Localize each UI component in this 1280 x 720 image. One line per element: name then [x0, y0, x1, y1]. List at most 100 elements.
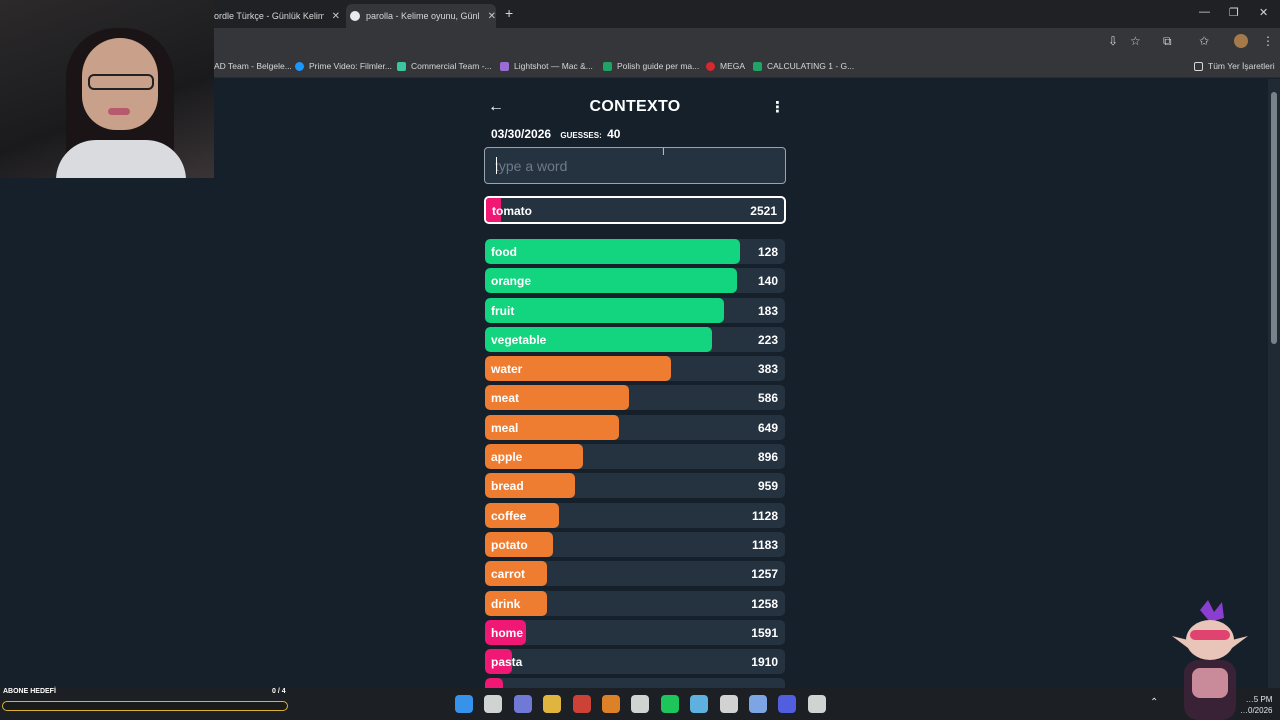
- spotify-icon[interactable]: [660, 695, 679, 713]
- guess-row: coffee 1128: [485, 502, 785, 528]
- minimize-button[interactable]: —: [1199, 6, 1210, 18]
- guess-word: water: [491, 362, 523, 377]
- tab-title: parolla - Kelime oyunu, Günlük: [366, 11, 480, 21]
- bookmark-item[interactable]: Prime Video: Filmler...: [295, 61, 392, 71]
- guess-row: apple 896: [485, 444, 785, 470]
- streamer-shirt: [56, 140, 186, 178]
- sub-goal-count: 0 / 4: [272, 688, 286, 695]
- guess-row: potato 1183: [485, 531, 785, 557]
- guess-word: fruit: [491, 303, 515, 318]
- chrome-menu-icon[interactable]: ⋮: [1262, 34, 1274, 48]
- sheets-icon: [603, 61, 612, 71]
- guess-bar-fill: [485, 561, 547, 587]
- steam-icon[interactable]: [690, 695, 709, 713]
- tab-close-icon[interactable]: ✕: [487, 10, 496, 22]
- guess-bar-fill: [485, 473, 575, 499]
- guess-bar-fill: [485, 297, 724, 323]
- guess-bar-fill: [485, 444, 583, 470]
- guess-row: water 383: [485, 356, 785, 382]
- guess-bar-fill: [485, 356, 671, 382]
- word-input[interactable]: [484, 147, 786, 184]
- tab-close-icon[interactable]: ✕: [331, 10, 340, 22]
- bookmark-item[interactable]: AD Team - Belgele...: [214, 61, 292, 71]
- guess-rank: 1910: [751, 655, 778, 670]
- prime-video-icon: [295, 61, 304, 71]
- browser-tab-wordle[interactable]: ordle Türkçe - Günlük Kelime ✕: [214, 4, 340, 28]
- bookmark-label: Lightshot — Mac &...: [514, 61, 593, 71]
- guess-rank: 1258: [751, 596, 778, 611]
- guess-word: drink: [491, 596, 521, 611]
- guess-row: bread 959: [485, 473, 785, 499]
- game-date: 03/30/2026: [491, 127, 552, 141]
- bookmark-label: Commercial Team -...: [411, 61, 492, 71]
- all-bookmarks-folder[interactable]: Tüm Yer İşaretleri: [1194, 61, 1275, 71]
- maximize-button[interactable]: ❐: [1229, 7, 1239, 19]
- terminal-icon[interactable]: [631, 695, 650, 713]
- vtuber-mascot-sticker: [1172, 600, 1248, 720]
- streamer-lips: [108, 108, 130, 115]
- network-app-icon[interactable]: [749, 695, 767, 713]
- guess-row: meat 586: [485, 385, 785, 411]
- chrome-icon[interactable]: [572, 695, 591, 713]
- file-explorer-icon[interactable]: [543, 695, 562, 713]
- guess-rank: 183: [757, 303, 778, 318]
- guess-rank: 896: [757, 450, 778, 465]
- commercial-team-icon: [397, 61, 406, 71]
- guess-word: apple: [491, 450, 523, 465]
- new-tab-button[interactable]: +: [505, 5, 514, 21]
- guess-rank: 586: [757, 391, 778, 406]
- recording-app-icon[interactable]: [807, 695, 826, 713]
- folder-icon: [1194, 61, 1203, 71]
- guess-bar-fill: [485, 326, 712, 352]
- search-icon[interactable]: [484, 695, 503, 713]
- windows-start-icon[interactable]: [455, 695, 473, 713]
- guess-bar-fill: [485, 385, 629, 411]
- extensions-icon[interactable]: ⧉: [1163, 34, 1172, 48]
- taskbar-clock[interactable]: …5 PM …0/2026: [1240, 694, 1272, 716]
- epic-games-icon[interactable]: [719, 695, 738, 713]
- reading-list-icon[interactable]: ✩: [1199, 34, 1210, 48]
- last-guess-row: tomato 2521: [484, 196, 786, 224]
- guess-rank: 223: [757, 332, 778, 347]
- bookmark-item[interactable]: Polish guide per ma...: [603, 61, 699, 71]
- bookmark-item[interactable]: MEGA: [706, 61, 745, 71]
- guess-word: home: [491, 625, 524, 640]
- guess-rank: 1128: [751, 508, 778, 523]
- teams-icon[interactable]: [513, 695, 532, 713]
- mascot-visor: [1190, 630, 1230, 640]
- last-guess-bar-fill: [486, 198, 501, 222]
- options-menu-icon[interactable]: ⋮: [770, 99, 785, 116]
- browser-tab-parolla[interactable]: parolla - Kelime oyunu, Günlük ✕: [346, 4, 496, 28]
- guess-word: pasta: [491, 655, 523, 670]
- guess-bar-fill: [485, 619, 526, 645]
- discord-icon[interactable]: [778, 695, 797, 713]
- game-info: 03/30/2026 GUESSES: 40: [491, 127, 620, 141]
- guess-bar-fill: [485, 590, 547, 616]
- guess-rank: 1183: [751, 537, 778, 552]
- bookmark-item[interactable]: Lightshot — Mac &...: [500, 61, 593, 71]
- bookmark-label: Polish guide per ma...: [617, 61, 700, 71]
- bookmark-star-icon[interactable]: ☆: [1130, 34, 1141, 48]
- guess-word: bread: [491, 479, 524, 494]
- bookmark-label: CALCULATING 1 - G...: [767, 61, 855, 71]
- guess-word: food: [491, 245, 517, 259]
- guess-rank: 1257: [751, 567, 778, 582]
- orange-app-icon[interactable]: [602, 695, 620, 713]
- mascot-hair: [1200, 600, 1224, 622]
- bookmark-label: Prime Video: Filmler...: [309, 61, 392, 71]
- tray-overflow-chevron-icon[interactable]: ⌃: [1150, 697, 1159, 708]
- guess-bar-fill: [485, 678, 503, 688]
- profile-avatar[interactable]: [1234, 34, 1248, 48]
- close-window-button[interactable]: ✕: [1259, 7, 1269, 19]
- mouse-ibeam-cursor-icon: I: [662, 147, 665, 158]
- guess-word: coffee: [491, 508, 527, 523]
- bookmark-item[interactable]: CALCULATING 1 - G...: [753, 61, 854, 71]
- guess-bar-fill: [485, 502, 559, 528]
- streamer-glasses: [88, 74, 154, 90]
- text-caret: [496, 157, 497, 174]
- install-app-icon[interactable]: ⇩: [1108, 34, 1119, 48]
- scrollbar-thumb[interactable]: [1271, 92, 1277, 344]
- back-arrow-icon[interactable]: ←: [488, 98, 504, 115]
- guess-rank: 140: [757, 274, 778, 289]
- bookmark-item[interactable]: Commercial Team -...: [397, 61, 492, 71]
